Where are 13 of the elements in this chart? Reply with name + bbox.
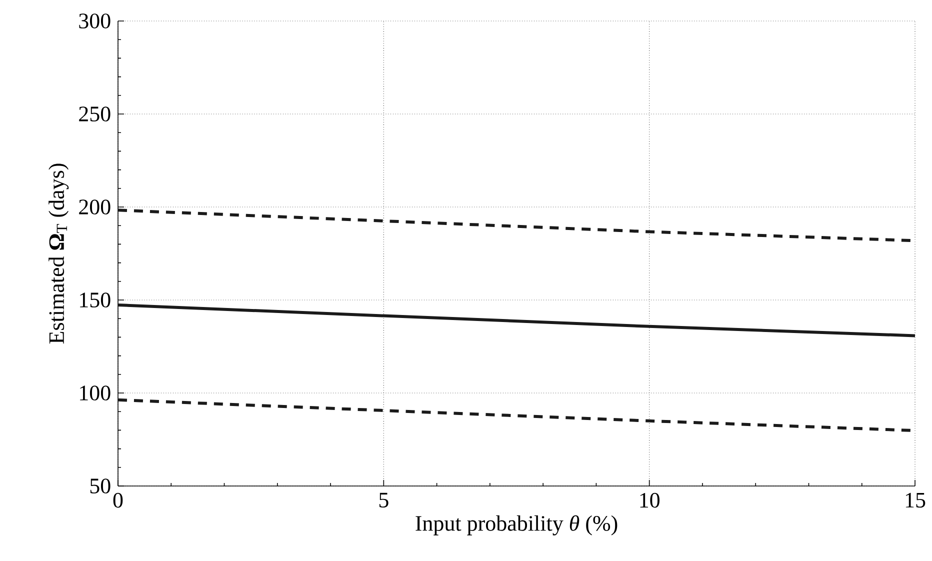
y-tick-label: 250 xyxy=(79,106,110,122)
y-tick-label: 50 xyxy=(90,478,110,494)
x-tick-label: 0 xyxy=(113,492,123,508)
x-tick-label: 10 xyxy=(640,492,660,508)
y-tick-label: 300 xyxy=(79,14,110,28)
x-axis-title: Input probability θ (%) xyxy=(416,515,618,536)
y-axis-title: Estimated Ω$_{T}$ (days) xyxy=(48,164,69,344)
x-tick-label: 15 xyxy=(906,492,926,508)
line-series xyxy=(116,304,917,338)
y-tick-label: 100 xyxy=(80,386,110,400)
y-tick-label: 150 xyxy=(80,292,110,308)
y-tick-label: 200 xyxy=(79,200,110,214)
x-tick-label: 5 xyxy=(379,492,388,508)
